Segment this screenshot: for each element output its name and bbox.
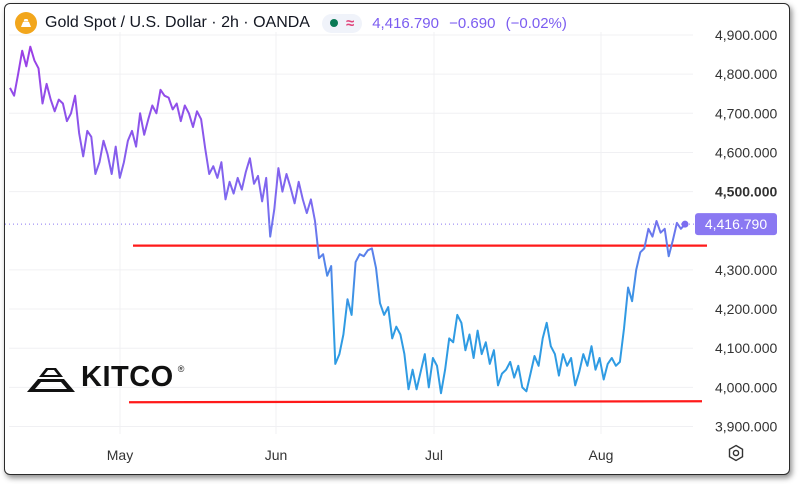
kitco-logo-icon <box>27 367 75 392</box>
y-tick-label: 4,100.000 <box>715 340 777 356</box>
logo-registered-mark: ® <box>177 363 185 374</box>
x-tick-label: Jun <box>265 447 288 463</box>
x-tick-label: May <box>107 447 133 463</box>
last-price: 4,416.790 <box>372 14 439 32</box>
x-tick-label: Jul <box>425 447 443 463</box>
y-tick-label: 4,000.000 <box>715 379 777 395</box>
y-tick-label: 3,900.000 <box>715 419 777 435</box>
last-price-label: 4,416.790 <box>705 216 767 232</box>
logo-text: KITCO <box>81 361 174 393</box>
y-tick-label: 4,300.000 <box>715 262 777 278</box>
y-tick-label: 4,700.000 <box>715 105 777 121</box>
reference-lines <box>128 244 707 404</box>
last-price-marker <box>681 220 689 228</box>
chart-window: 4,416.790 4,900.000 4,800.000 4,700.000 4,6… <box>4 3 790 475</box>
settings-gear-icon[interactable] <box>727 444 745 467</box>
axis-labels: 4,900.000 4,800.000 4,700.000 4,600.000 4,50… <box>107 27 778 463</box>
status-badges[interactable]: ≈ <box>321 13 363 33</box>
kitco-logo: KITCO ® <box>25 361 184 394</box>
price-chart[interactable]: 4,416.790 4,900.000 4,800.000 4,700.000 4,6… <box>5 4 789 474</box>
price-series: 4,416.790 <box>5 45 777 395</box>
y-tick-label: 4,800.000 <box>715 66 777 82</box>
price-line <box>9 45 686 395</box>
y-tick-label: 4,200.000 <box>715 301 777 317</box>
last-price-badge <box>695 213 777 236</box>
symbol-title[interactable]: Gold Spot / U.S. Dollar · 2h · OANDA <box>45 14 310 31</box>
y-tick-label: 4,900.000 <box>715 27 777 43</box>
quote-values: 4,416.790 −0.690 (−0.02%) <box>372 15 573 32</box>
price-change-percent: (−0.02%) <box>505 14 567 32</box>
status-dot-icon <box>329 19 338 27</box>
y-tick-label: 4,600.000 <box>715 144 777 160</box>
chart-header: Gold Spot / U.S. Dollar · 2h · OANDA ≈ 4… <box>15 10 573 36</box>
wave-icon: ≈ <box>345 14 355 32</box>
x-tick-label: Aug <box>589 447 614 463</box>
gold-coin-icon <box>15 12 37 34</box>
y-tick-label: 4,500.000 <box>715 184 777 200</box>
price-change: −0.690 <box>449 14 496 32</box>
reference-line <box>128 400 703 404</box>
